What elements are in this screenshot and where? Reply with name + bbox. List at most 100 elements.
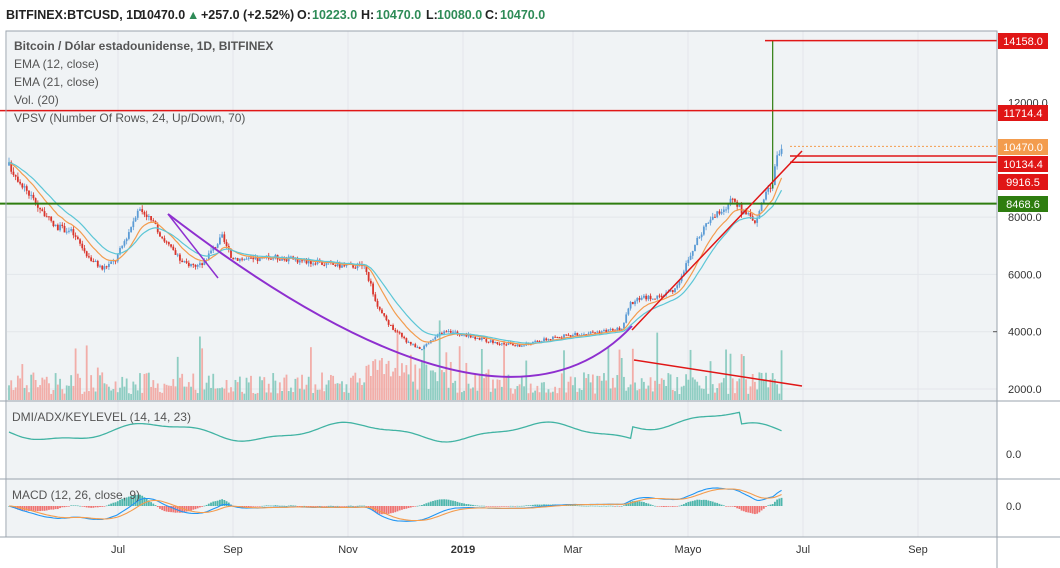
- candle-body: [314, 263, 317, 265]
- legend-ema12: EMA (12, close): [14, 57, 99, 71]
- volume-bar: [469, 388, 472, 400]
- macd-histogram-bar: [529, 505, 532, 506]
- candle-body: [41, 209, 44, 212]
- rounding-bottom-arc: [167, 213, 633, 378]
- time-tick-label: Jul: [111, 544, 125, 556]
- macd-histogram-bar: [454, 501, 457, 506]
- candle-body: [367, 272, 370, 281]
- macd-histogram-bar: [110, 503, 113, 506]
- macd-histogram-bar: [292, 505, 295, 507]
- macd-histogram-bar: [496, 506, 499, 507]
- macd-histogram-bar: [136, 494, 139, 506]
- volume-bar: [305, 384, 308, 400]
- macd-histogram-bar: [356, 505, 359, 507]
- volume-bar: [702, 388, 705, 400]
- volume-bar: [369, 375, 372, 400]
- volume-bar: [183, 386, 186, 400]
- candle-body: [201, 263, 204, 266]
- volume-bar: [734, 393, 736, 400]
- candle-body: [221, 234, 224, 238]
- candle-body: [611, 329, 614, 331]
- candle-body: [605, 330, 608, 332]
- macd-histogram-bar: [165, 506, 168, 512]
- price-level-value: 10470.0: [1003, 142, 1043, 154]
- volume-bar: [771, 373, 774, 400]
- volume-bar: [385, 363, 388, 400]
- macd-histogram-bar: [476, 505, 479, 507]
- macd-histogram-bar: [310, 506, 312, 507]
- price-level-badge: [998, 139, 1048, 155]
- candle-body: [176, 254, 179, 256]
- candle-body: [560, 337, 563, 339]
- candle-body: [698, 237, 701, 239]
- macd-histogram-bar: [527, 505, 530, 506]
- candle-body: [219, 237, 221, 245]
- time-tick-label: Jul: [796, 544, 810, 556]
- macd-histogram-bar: [631, 501, 634, 506]
- volume-bar: [165, 384, 168, 400]
- candle-body: [159, 232, 161, 237]
- price-level-value: 9916.5: [1006, 177, 1040, 189]
- candle-body: [702, 226, 705, 235]
- volume-bar: [43, 379, 46, 400]
- macd-histogram-bar: [147, 500, 150, 506]
- candle-body: [640, 297, 643, 300]
- macd-histogram-bar: [647, 503, 650, 506]
- macd-histogram-bar: [134, 495, 137, 506]
- volume-bar: [505, 377, 508, 400]
- candle-body: [50, 216, 53, 221]
- candle-body: [585, 334, 588, 336]
- macd-histogram-bar: [203, 505, 206, 507]
- volume-bar: [314, 384, 317, 400]
- macd-histogram-bar: [63, 506, 66, 508]
- candle-body: [307, 260, 310, 264]
- candle-body: [294, 259, 297, 261]
- macd-histogram-bar: [742, 506, 745, 512]
- volume-bar: [285, 374, 288, 400]
- volume-bar: [116, 392, 119, 400]
- volume-bar: [576, 391, 579, 400]
- candle-body: [774, 166, 776, 186]
- macd-histogram-bar: [480, 505, 483, 507]
- candle-body: [101, 265, 104, 270]
- macd-histogram-bar: [574, 505, 576, 506]
- macd-histogram-bar: [192, 506, 195, 510]
- volume-bar: [574, 377, 576, 400]
- macd-histogram-bar: [256, 506, 259, 507]
- volume-bar: [76, 373, 79, 400]
- symbol-name[interactable]: BITFINEX:BTCUSD, 1D: [6, 8, 143, 22]
- volume-bar: [609, 388, 612, 400]
- volume-bar: [669, 374, 672, 400]
- macd-histogram-bar: [139, 494, 141, 506]
- volume-bar: [780, 350, 783, 400]
- candle-body: [547, 339, 550, 341]
- volume-bar: [634, 382, 636, 400]
- candle-body: [21, 183, 24, 188]
- volume-bar: [563, 350, 565, 400]
- candle-body: [143, 212, 146, 215]
- time-tick-label: Sep: [908, 544, 928, 556]
- candle-body: [36, 204, 39, 208]
- candle-body: [285, 259, 288, 262]
- macd-histogram-bar: [94, 506, 97, 508]
- macd-histogram-bar: [587, 505, 590, 507]
- macd-histogram-bar: [658, 506, 661, 507]
- candle-body: [467, 334, 470, 337]
- candle-body: [90, 257, 93, 261]
- macd-histogram-bar: [352, 505, 354, 507]
- volume-bar: [509, 388, 512, 400]
- macd-histogram-bar: [61, 506, 64, 508]
- macd-histogram-bar: [56, 506, 59, 510]
- macd-histogram-bar: [740, 506, 743, 511]
- volume-bar: [552, 391, 554, 400]
- macd-histogram-bar: [778, 498, 781, 506]
- volume-bar: [163, 383, 166, 400]
- candle-body: [480, 337, 483, 340]
- volume-bar: [398, 375, 401, 400]
- macd-histogram-bar: [278, 505, 281, 507]
- volume-bar: [605, 380, 608, 400]
- macd-histogram-bar: [396, 506, 399, 512]
- volume-bar: [292, 392, 295, 400]
- volume-bar: [485, 373, 488, 400]
